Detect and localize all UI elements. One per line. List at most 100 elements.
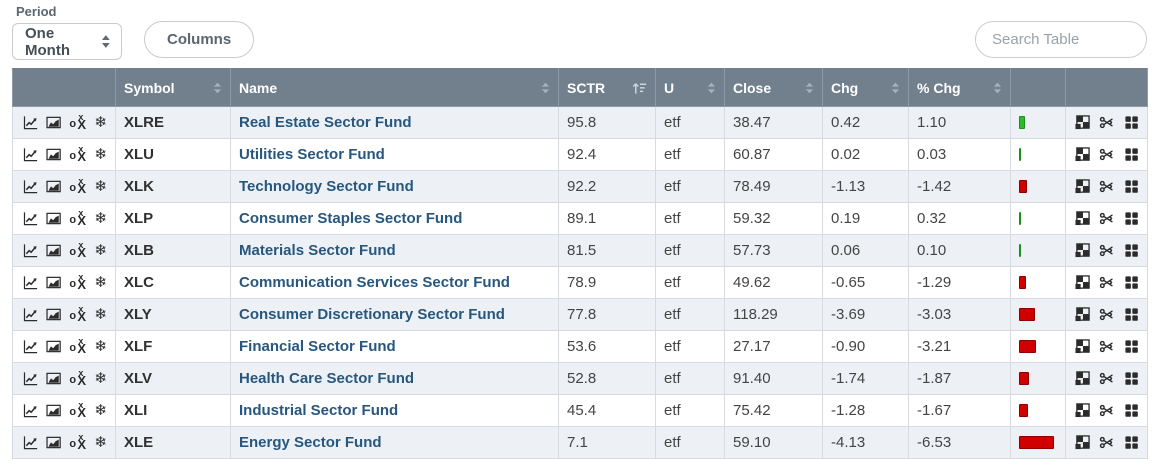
gallery-view-icon[interactable] bbox=[1074, 179, 1090, 194]
name-link[interactable]: Consumer Discretionary Sector Fund bbox=[239, 306, 505, 323]
seasonality-icon[interactable]: ❄ bbox=[94, 114, 107, 131]
area-chart-icon[interactable] bbox=[46, 179, 61, 194]
area-chart-icon[interactable] bbox=[46, 275, 61, 290]
share-icon[interactable] bbox=[1099, 371, 1115, 386]
area-chart-icon[interactable] bbox=[46, 211, 61, 226]
gallery-view-icon[interactable] bbox=[1074, 339, 1090, 354]
chart-grid-icon[interactable] bbox=[1124, 403, 1139, 418]
share-icon[interactable] bbox=[1099, 147, 1115, 162]
gallery-view-icon[interactable] bbox=[1074, 275, 1090, 290]
gallery-view-icon[interactable] bbox=[1074, 211, 1090, 226]
columns-button[interactable]: Columns bbox=[144, 21, 255, 58]
header-sctr[interactable]: SCTR bbox=[558, 68, 656, 107]
search-input[interactable] bbox=[975, 21, 1147, 58]
line-chart-icon[interactable] bbox=[23, 147, 38, 162]
share-icon[interactable] bbox=[1099, 275, 1115, 290]
share-icon[interactable] bbox=[1099, 243, 1115, 258]
line-chart-icon[interactable] bbox=[23, 243, 38, 258]
area-chart-icon[interactable] bbox=[46, 307, 61, 322]
area-chart-icon[interactable] bbox=[46, 339, 61, 354]
name-link[interactable]: Consumer Staples Sector Fund bbox=[239, 210, 463, 227]
chart-grid-icon[interactable] bbox=[1124, 275, 1139, 290]
share-icon[interactable] bbox=[1099, 115, 1115, 130]
seasonality-icon[interactable]: ❄ bbox=[94, 178, 107, 195]
share-icon[interactable] bbox=[1099, 403, 1115, 418]
chart-grid-icon[interactable] bbox=[1124, 371, 1139, 386]
area-chart-icon[interactable] bbox=[46, 435, 61, 450]
seasonality-icon[interactable]: ❄ bbox=[94, 306, 107, 323]
share-icon[interactable] bbox=[1099, 211, 1115, 226]
area-chart-icon[interactable] bbox=[46, 371, 61, 386]
header-name[interactable]: Name bbox=[230, 68, 559, 107]
name-link[interactable]: Materials Sector Fund bbox=[239, 242, 396, 259]
header-chg[interactable]: Chg bbox=[822, 68, 909, 107]
name-link[interactable]: Industrial Sector Fund bbox=[239, 402, 399, 419]
gallery-view-icon[interactable] bbox=[1074, 307, 1090, 322]
area-chart-icon[interactable] bbox=[46, 115, 61, 130]
chart-grid-icon[interactable] bbox=[1124, 307, 1139, 322]
chart-grid-icon[interactable] bbox=[1124, 435, 1139, 450]
area-chart-icon[interactable] bbox=[46, 147, 61, 162]
seasonality-icon[interactable]: ❄ bbox=[94, 146, 107, 163]
seasonality-icon[interactable]: ❄ bbox=[94, 370, 107, 387]
line-chart-icon[interactable] bbox=[23, 435, 38, 450]
seasonality-icon[interactable]: ❄ bbox=[94, 338, 107, 355]
gallery-view-icon[interactable] bbox=[1074, 403, 1090, 418]
gallery-view-icon[interactable] bbox=[1074, 115, 1090, 130]
line-chart-icon[interactable] bbox=[23, 211, 38, 226]
line-chart-icon[interactable] bbox=[23, 371, 38, 386]
share-icon[interactable] bbox=[1099, 435, 1115, 450]
line-chart-icon[interactable] bbox=[23, 339, 38, 354]
share-icon[interactable] bbox=[1099, 339, 1115, 354]
name-link[interactable]: Health Care Sector Fund bbox=[239, 370, 415, 387]
share-icon[interactable] bbox=[1099, 307, 1115, 322]
line-chart-icon[interactable] bbox=[23, 275, 38, 290]
name-link[interactable]: Energy Sector Fund bbox=[239, 434, 382, 451]
gallery-view-icon[interactable] bbox=[1074, 243, 1090, 258]
chart-grid-icon[interactable] bbox=[1124, 147, 1139, 162]
chart-grid-icon[interactable] bbox=[1124, 211, 1139, 226]
name-link[interactable]: Financial Sector Fund bbox=[239, 338, 396, 355]
header-u[interactable]: U bbox=[655, 68, 725, 107]
name-link[interactable]: Communication Services Sector Fund bbox=[239, 274, 510, 291]
name-link[interactable]: Utilities Sector Fund bbox=[239, 146, 385, 163]
gallery-view-icon[interactable] bbox=[1074, 435, 1090, 450]
name-link[interactable]: Technology Sector Fund bbox=[239, 178, 414, 195]
line-chart-icon[interactable] bbox=[23, 179, 38, 194]
gallery-view-icon[interactable] bbox=[1074, 147, 1090, 162]
chart-grid-icon[interactable] bbox=[1124, 339, 1139, 354]
header-close[interactable]: Close bbox=[724, 68, 823, 107]
share-icon[interactable] bbox=[1099, 179, 1115, 194]
line-chart-icon[interactable] bbox=[23, 115, 38, 130]
area-chart-icon[interactable] bbox=[46, 243, 61, 258]
seasonality-icon[interactable]: ❄ bbox=[94, 434, 107, 451]
chart-grid-icon[interactable] bbox=[1124, 179, 1139, 194]
header-symbol[interactable]: Symbol bbox=[115, 68, 231, 107]
line-chart-icon[interactable] bbox=[23, 403, 38, 418]
seasonality-icon[interactable]: ❄ bbox=[94, 274, 107, 291]
name-link[interactable]: Real Estate Sector Fund bbox=[239, 114, 412, 131]
gallery-view-icon[interactable] bbox=[1074, 371, 1090, 386]
header-pct-chg[interactable]: % Chg bbox=[908, 68, 1011, 107]
area-chart-icon[interactable] bbox=[46, 403, 61, 418]
period-select[interactable]: One Month bbox=[12, 23, 122, 60]
seasonality-icon[interactable]: ❄ bbox=[94, 402, 107, 419]
seasonality-icon[interactable]: ❄ bbox=[94, 210, 107, 227]
chart-grid-icon[interactable] bbox=[1124, 115, 1139, 130]
seasonality-icon[interactable]: ❄ bbox=[94, 242, 107, 259]
chart-grid-icon[interactable] bbox=[1124, 243, 1139, 258]
line-chart-icon[interactable] bbox=[23, 307, 38, 322]
bar-cell bbox=[1010, 138, 1066, 171]
